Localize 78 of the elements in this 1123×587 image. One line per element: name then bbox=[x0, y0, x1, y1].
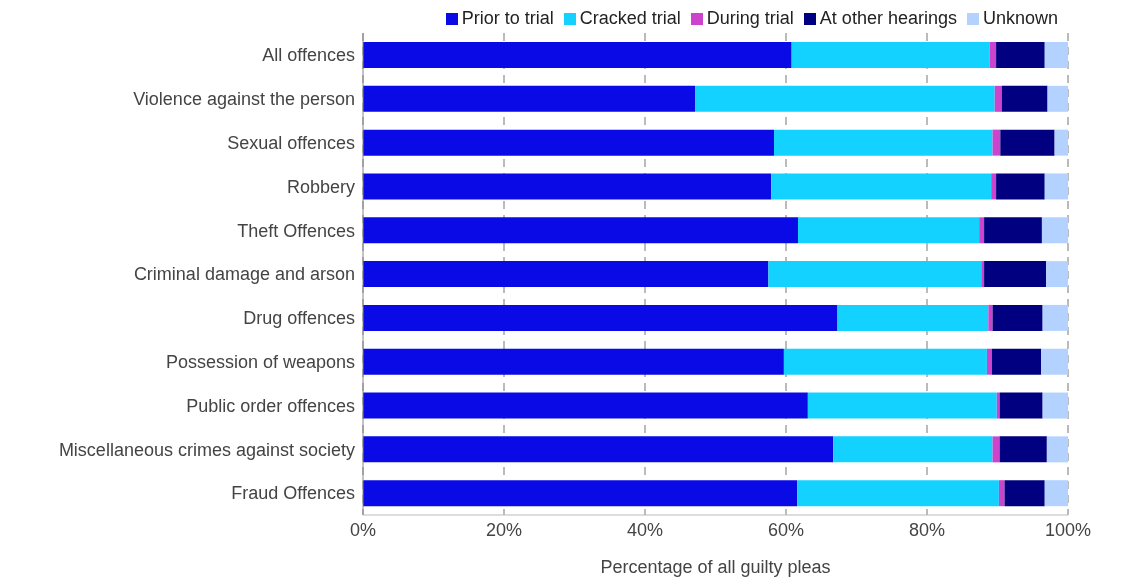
legend-label: Prior to trial bbox=[461, 8, 554, 28]
y-tick-label: Fraud Offences bbox=[231, 483, 355, 504]
bar bbox=[998, 480, 1005, 507]
x-tick-label: 20% bbox=[485, 519, 523, 540]
bar bbox=[363, 129, 775, 156]
bar bbox=[791, 42, 990, 68]
bar bbox=[1004, 480, 1045, 507]
y-tick-label: Robbery bbox=[286, 176, 355, 197]
bar bbox=[768, 261, 982, 288]
bar bbox=[363, 42, 792, 68]
x-tick-label: 100% bbox=[1044, 519, 1092, 540]
bar bbox=[996, 392, 1000, 419]
bar bbox=[999, 392, 1043, 419]
bar bbox=[991, 348, 1042, 375]
bar bbox=[1044, 42, 1068, 68]
bar bbox=[837, 304, 989, 331]
bar bbox=[988, 304, 993, 331]
y-tick-label: Theft Offences bbox=[237, 220, 355, 241]
bar bbox=[363, 304, 838, 331]
bar bbox=[363, 436, 834, 463]
bar bbox=[363, 348, 784, 375]
bar bbox=[981, 261, 985, 288]
bar bbox=[1054, 129, 1068, 156]
bar bbox=[996, 173, 1045, 200]
bar bbox=[979, 217, 985, 244]
x-tick-label: 60% bbox=[767, 519, 805, 540]
bar bbox=[783, 348, 987, 375]
x-tick-label: 40% bbox=[626, 519, 664, 540]
bar bbox=[1001, 85, 1048, 112]
bar bbox=[1046, 436, 1068, 463]
bar bbox=[833, 436, 993, 463]
bar bbox=[1046, 261, 1068, 288]
bar bbox=[986, 348, 992, 375]
bar bbox=[1041, 348, 1068, 375]
bar bbox=[996, 42, 1045, 68]
y-tick-label: Criminal damage and arson bbox=[133, 264, 355, 285]
bar bbox=[992, 436, 1000, 463]
x-tick-label: 80% bbox=[908, 519, 946, 540]
bar bbox=[1042, 304, 1068, 331]
bar bbox=[992, 304, 1043, 331]
x-tick-label: 0% bbox=[349, 519, 377, 540]
bar bbox=[363, 173, 772, 200]
bar bbox=[774, 129, 993, 156]
legend-label: Cracked trial bbox=[579, 8, 681, 28]
bar bbox=[1042, 392, 1068, 419]
x-axis-title: Percentage of all guilty pleas bbox=[600, 557, 831, 577]
bar bbox=[797, 480, 999, 507]
bar bbox=[999, 436, 1047, 463]
y-tick-label: Violence against the person bbox=[133, 89, 355, 110]
bar bbox=[992, 129, 1001, 156]
bar bbox=[1000, 129, 1055, 156]
y-tick-label: All offences bbox=[262, 45, 355, 66]
bar bbox=[989, 42, 997, 68]
legend-label: At other hearings bbox=[819, 8, 957, 28]
y-tick-label: Miscellaneous crimes against society bbox=[58, 439, 355, 460]
bar bbox=[797, 217, 980, 244]
bar bbox=[994, 85, 1002, 112]
bar bbox=[363, 217, 798, 244]
bar bbox=[695, 85, 995, 112]
bar bbox=[1044, 173, 1068, 200]
bar bbox=[807, 392, 997, 419]
bar bbox=[1047, 85, 1068, 112]
legend-label: During trial bbox=[706, 8, 794, 28]
bar bbox=[363, 392, 808, 419]
legend-label: Unknown bbox=[982, 8, 1058, 28]
bar bbox=[1044, 480, 1068, 507]
y-tick-label: Drug offences bbox=[243, 308, 355, 329]
y-tick-label: Sexual offences bbox=[227, 132, 355, 153]
bar bbox=[991, 173, 997, 200]
bar bbox=[1041, 217, 1068, 244]
bar bbox=[363, 85, 696, 112]
bar bbox=[363, 261, 769, 288]
bar bbox=[363, 480, 798, 507]
bar bbox=[771, 173, 992, 200]
y-tick-label: Possession of weapons bbox=[165, 352, 355, 373]
bar bbox=[984, 261, 1047, 288]
y-tick-label: Public order offences bbox=[186, 395, 355, 416]
bar bbox=[984, 217, 1042, 244]
